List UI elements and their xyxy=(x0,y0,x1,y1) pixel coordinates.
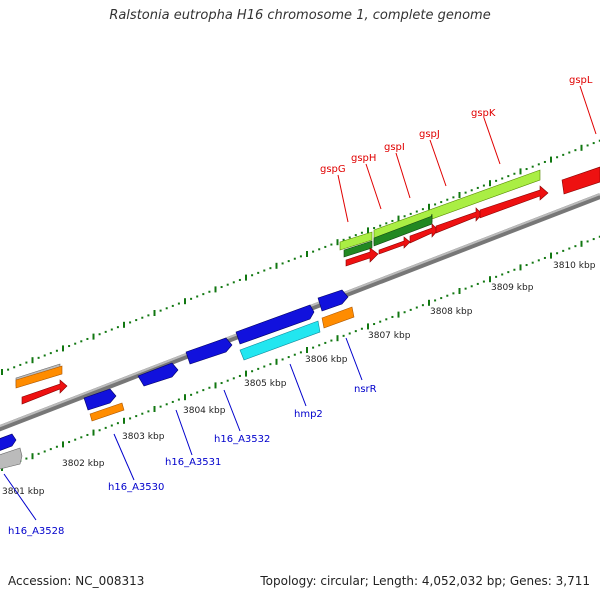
upper-features xyxy=(15,166,600,405)
kbp-label: 3804 kbp xyxy=(183,406,226,416)
gene-label-gspI[interactable]: gspI xyxy=(384,142,405,153)
gene-label-gspG[interactable]: gspG xyxy=(320,164,346,175)
kbp-label: 3808 kbp xyxy=(430,307,473,317)
gene-feature[interactable] xyxy=(15,365,63,389)
accession-text: Accession: NC_008313 xyxy=(8,574,145,588)
gene-label-hmp2[interactable]: hmp2 xyxy=(294,409,323,420)
gene-label-gspK[interactable]: gspK xyxy=(471,108,496,119)
kbp-label: 3810 kbp xyxy=(553,261,596,271)
gene-feature[interactable] xyxy=(343,240,373,258)
lower-features xyxy=(0,289,355,470)
gene-feature-h16_A3531[interactable] xyxy=(137,362,179,387)
gene-label-nsrR[interactable]: nsrR xyxy=(354,384,377,395)
gene-label-gspL[interactable]: gspL xyxy=(569,75,593,86)
kbp-label: 3805 kbp xyxy=(244,379,287,389)
kbp-scale: 3801 kbp 3802 kbp 3803 kbp 3804 kbp 3805… xyxy=(2,261,596,497)
gene-feature[interactable] xyxy=(317,289,349,312)
gene-feature[interactable] xyxy=(345,247,379,267)
kbp-label: 3806 kbp xyxy=(305,355,348,365)
gene-feature-gspL[interactable] xyxy=(561,166,600,195)
gene-label-h16_A3531[interactable]: h16_A3531 xyxy=(165,457,221,468)
gene-label-gspJ[interactable]: gspJ xyxy=(419,129,440,140)
kbp-label: 3807 kbp xyxy=(368,331,411,341)
gene-feature[interactable] xyxy=(89,402,125,422)
upper-tick-track xyxy=(1,139,600,375)
map-title: Ralstonia eutropha H16 chromosome 1, com… xyxy=(109,8,491,23)
kbp-label: 3809 kbp xyxy=(491,283,534,293)
gene-feature-gspK[interactable] xyxy=(479,185,549,219)
gene-labels-lower: h16_A3528 h16_A3530 h16_A3531 h16_A3532 … xyxy=(8,384,377,537)
gene-feature-h16_A3528[interactable] xyxy=(0,433,17,452)
kbp-label: 3803 kbp xyxy=(122,432,165,442)
kbp-label: 3801 kbp xyxy=(2,487,45,497)
gene-feature-gspJ[interactable] xyxy=(435,207,483,234)
gene-feature[interactable] xyxy=(235,304,315,345)
lower-tick-track xyxy=(1,235,600,471)
gene-feature[interactable] xyxy=(0,447,23,470)
gene-labels-upper: gspG gspH gspI gspJ gspK gspL xyxy=(320,75,593,175)
gene-label-h16_A3528[interactable]: h16_A3528 xyxy=(8,526,64,537)
gene-feature-hmp2[interactable] xyxy=(239,320,321,361)
gene-feature-gspG[interactable] xyxy=(339,231,373,251)
gene-feature-h16_A3530[interactable] xyxy=(83,388,117,411)
gene-label-h16_A3530[interactable]: h16_A3530 xyxy=(108,482,164,493)
gene-feature[interactable] xyxy=(21,379,68,405)
gene-label-h16_A3532[interactable]: h16_A3532 xyxy=(214,434,270,445)
gene-feature-gspI[interactable] xyxy=(409,223,439,244)
gene-feature-gspH[interactable] xyxy=(378,236,411,255)
topology-text: Topology: circular; Length: 4,052,032 bp… xyxy=(260,574,590,588)
gene-feature-nsrR[interactable] xyxy=(321,306,355,329)
gene-feature-h16_A3532[interactable] xyxy=(185,337,233,365)
label-leaders xyxy=(3,85,597,521)
gene-label-gspH[interactable]: gspH xyxy=(351,153,376,164)
kbp-label: 3802 kbp xyxy=(62,459,105,469)
